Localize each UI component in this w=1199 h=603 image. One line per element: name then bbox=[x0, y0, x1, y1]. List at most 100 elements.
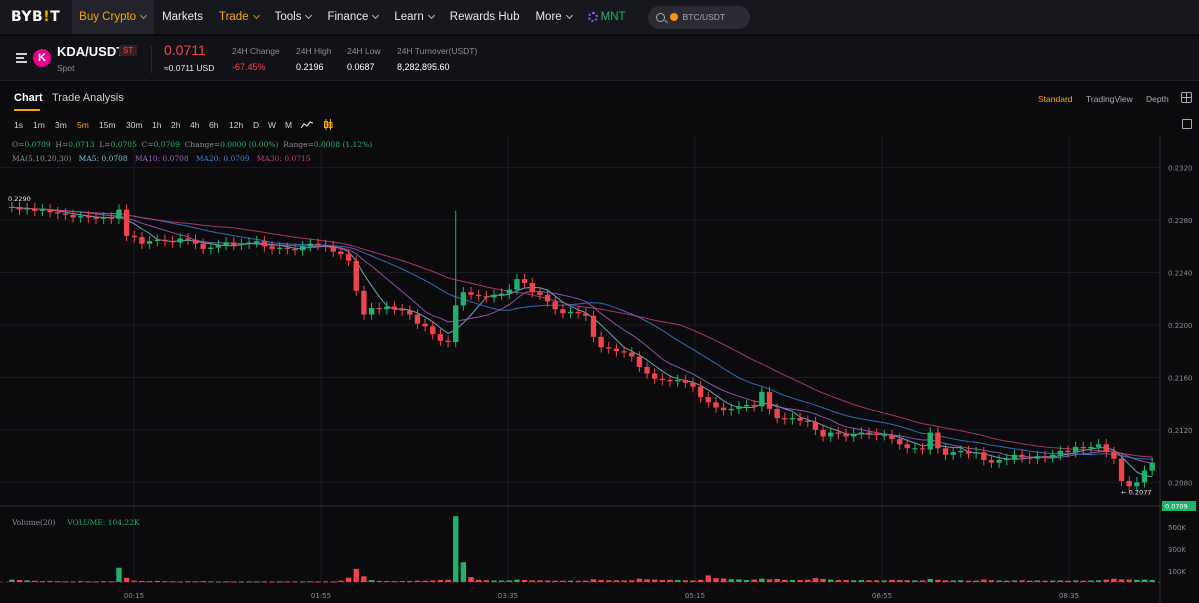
interval-1h[interactable]: 1h bbox=[152, 120, 162, 130]
tab-chart[interactable]: Chart bbox=[14, 92, 43, 104]
volume-bar bbox=[460, 562, 467, 582]
interval-2h[interactable]: 2h bbox=[171, 120, 181, 130]
candle-body bbox=[537, 292, 543, 295]
interval-6h[interactable]: 6h bbox=[209, 120, 219, 130]
usd-price: ≈0.0711 USD bbox=[164, 63, 215, 73]
candle-body bbox=[1111, 452, 1117, 459]
candle-body bbox=[215, 245, 222, 248]
ma-line-5 bbox=[11, 206, 1153, 478]
candle-body bbox=[544, 294, 551, 302]
bybit-logo[interactable]: BYB!T bbox=[11, 9, 61, 25]
candle-body bbox=[805, 420, 811, 423]
candle-body bbox=[713, 402, 719, 408]
candle-body bbox=[560, 309, 566, 314]
candle-body bbox=[1134, 482, 1140, 487]
candlestick-icon[interactable] bbox=[323, 119, 333, 130]
volume-bar bbox=[988, 580, 995, 582]
ma-line-10 bbox=[11, 206, 1153, 464]
interval-4h[interactable]: 4h bbox=[190, 120, 200, 130]
candle-body bbox=[506, 289, 512, 294]
candle-body bbox=[299, 246, 306, 251]
candle-body bbox=[552, 301, 558, 310]
candle-body bbox=[277, 247, 283, 249]
nav-trade[interactable]: Trade bbox=[211, 0, 267, 34]
nav-search[interactable] bbox=[647, 5, 750, 29]
trading-pair[interactable]: KDA/USDT bbox=[57, 44, 125, 59]
interval-15m[interactable]: 15m bbox=[99, 120, 116, 130]
candle-body bbox=[690, 382, 696, 387]
nav-mnt[interactable]: MNT bbox=[580, 0, 634, 34]
candle-body bbox=[583, 313, 589, 316]
last-price: 0.0711 bbox=[164, 42, 206, 58]
candle-body bbox=[384, 306, 390, 310]
interval-3m[interactable]: 3m bbox=[55, 120, 67, 130]
fullscreen-icon[interactable] bbox=[1182, 119, 1192, 129]
volume-bar bbox=[812, 578, 819, 582]
volume-bar bbox=[430, 580, 436, 582]
price-chart[interactable]: 0.2320 0.2280 0.2240 0.2200 0.2160 0.2120 0.20… bbox=[0, 136, 1199, 603]
line-chart-icon[interactable] bbox=[301, 121, 313, 129]
view-standard[interactable]: Standard bbox=[1038, 94, 1073, 104]
volume-bar bbox=[330, 581, 336, 583]
interval-12h[interactable]: 12h bbox=[229, 120, 244, 130]
ma-readout: MA(5,10,20,30) MA5: 0.0708 MA10: 0.0708 … bbox=[12, 154, 311, 163]
view-tradingview[interactable]: TradingView bbox=[1086, 94, 1133, 104]
volume-bar bbox=[866, 580, 872, 582]
nav-learn[interactable]: Learn bbox=[386, 0, 441, 34]
volume-bar bbox=[544, 580, 551, 582]
volume-bar bbox=[682, 580, 688, 582]
search-input[interactable] bbox=[682, 12, 743, 22]
interval-m[interactable]: M bbox=[285, 120, 293, 130]
nav-rewards-hub[interactable]: Rewards Hub bbox=[449, 11, 520, 23]
candle-body bbox=[407, 310, 413, 315]
chevron-down-icon bbox=[140, 11, 148, 20]
volume-bar bbox=[720, 578, 727, 582]
volume-bar bbox=[1111, 578, 1117, 582]
candle-body bbox=[575, 311, 581, 314]
volume-bar bbox=[476, 579, 482, 582]
volume-bar bbox=[200, 581, 206, 583]
volume-bar bbox=[529, 580, 535, 582]
top-navigation: BYB!T Buy Crypto Markets Trade Tools Fin… bbox=[0, 0, 1199, 34]
nav-tools[interactable]: Tools bbox=[267, 0, 320, 34]
layout-grid-icon[interactable] bbox=[1181, 92, 1192, 103]
candle-body bbox=[139, 237, 145, 244]
volume-bar bbox=[598, 580, 604, 582]
interval-1m[interactable]: 1m bbox=[33, 120, 45, 130]
volume-bar bbox=[590, 579, 597, 582]
candles bbox=[9, 201, 1155, 492]
candle-body bbox=[873, 433, 880, 436]
candlestick-chart[interactable]: 0.2320 0.2280 0.2240 0.2200 0.2160 0.2120 0.20… bbox=[0, 136, 1199, 603]
volume-bar bbox=[123, 577, 130, 582]
volume-bar bbox=[805, 579, 811, 582]
price-tick-label: 0.2320 bbox=[1168, 165, 1193, 173]
candle-body bbox=[16, 207, 23, 210]
candle-body bbox=[391, 306, 398, 310]
candle-body bbox=[238, 243, 245, 246]
nav-buy-crypto[interactable]: Buy Crypto bbox=[72, 0, 155, 34]
candle-body bbox=[659, 378, 666, 381]
volume-bar bbox=[169, 581, 176, 583]
candle-body bbox=[1004, 458, 1010, 461]
volume-bar bbox=[521, 580, 528, 582]
interval-5m[interactable]: 5m bbox=[77, 120, 89, 130]
volume-bar bbox=[560, 580, 566, 582]
candle-body bbox=[812, 422, 819, 430]
interval-d[interactable]: D bbox=[253, 120, 260, 130]
nav-finance[interactable]: Finance bbox=[319, 0, 386, 34]
menu-icon[interactable] bbox=[16, 53, 27, 63]
view-depth[interactable]: Depth bbox=[1146, 94, 1169, 104]
stat-24h-high: 24H High 0.2196 bbox=[296, 46, 331, 72]
interval-30m[interactable]: 30m bbox=[126, 120, 143, 130]
interval-w[interactable]: W bbox=[268, 120, 277, 130]
interval-1s[interactable]: 1s bbox=[14, 120, 23, 130]
nav-more[interactable]: More bbox=[527, 0, 579, 34]
candle-body bbox=[476, 294, 482, 297]
candle-body bbox=[154, 239, 160, 242]
candle-body bbox=[108, 217, 114, 219]
volume-bar bbox=[713, 578, 719, 582]
tab-trade-analysis[interactable]: Trade Analysis bbox=[52, 92, 124, 104]
nav-markets[interactable]: Markets bbox=[162, 11, 203, 23]
candle-body bbox=[789, 418, 796, 420]
volume-bar bbox=[690, 580, 696, 582]
